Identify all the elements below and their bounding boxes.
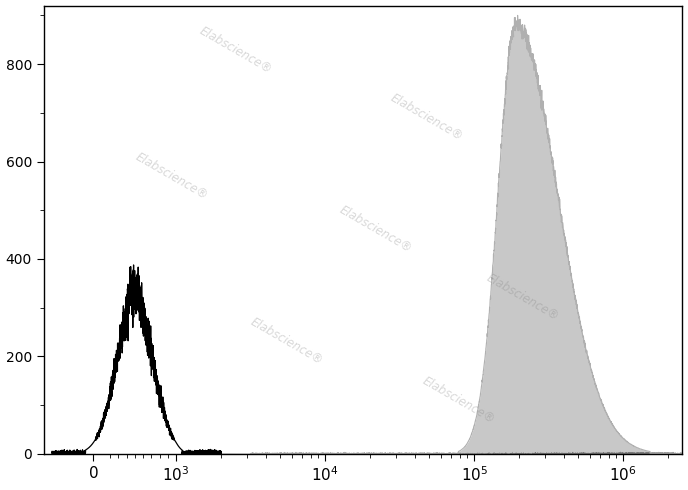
Text: Elabscience®: Elabscience® <box>389 92 466 144</box>
Text: Elabscience®: Elabscience® <box>337 204 414 256</box>
Text: Elabscience®: Elabscience® <box>197 24 274 76</box>
Text: Elabscience®: Elabscience® <box>484 271 561 323</box>
Text: Elabscience®: Elabscience® <box>133 150 210 202</box>
Text: Elabscience®: Elabscience® <box>248 316 325 368</box>
Text: Elabscience®: Elabscience® <box>420 374 497 426</box>
